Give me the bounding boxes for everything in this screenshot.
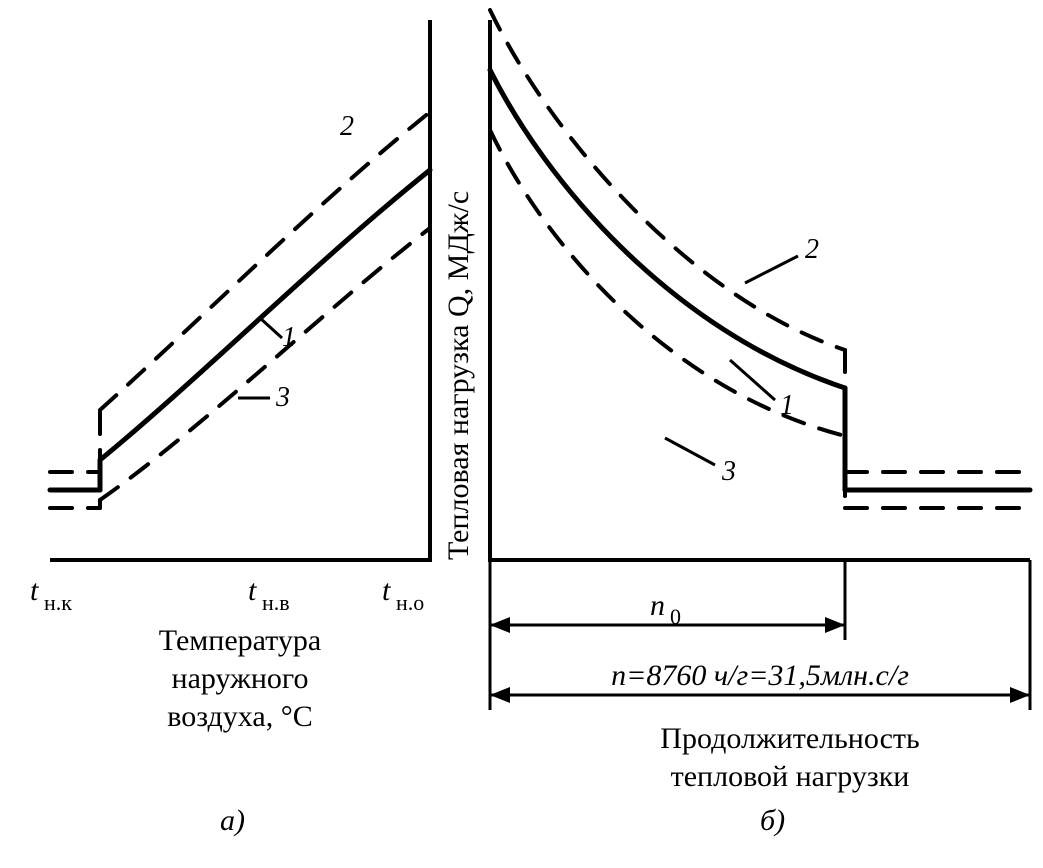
svg-text:n: n	[650, 589, 665, 622]
panel-a-xlabel-l3: воздуха, °C	[167, 700, 312, 733]
svg-text:t: t	[382, 574, 391, 607]
panel-a-label: а)	[220, 804, 245, 837]
year-dimension: n=8760 ч/г=31,5млн.с/г	[490, 560, 1030, 710]
n0-dimension: n 0	[490, 560, 845, 640]
curve-1-a	[50, 170, 430, 490]
curve-label-3-b: 3	[721, 456, 736, 487]
x-tick-tnv: t н.в	[248, 574, 290, 615]
year-dimension-label: n=8760 ч/г=31,5млн.с/г	[611, 659, 909, 692]
svg-text:0: 0	[670, 604, 681, 629]
curve-label-2-a: 2	[340, 111, 354, 142]
leader-1-b	[730, 360, 775, 400]
panel-a: 2 1 3 t н.к t н.в t н.о Температура нару…	[30, 20, 430, 837]
leader-1-a	[260, 318, 282, 338]
svg-text:н.в: н.в	[262, 590, 290, 615]
panel-a-xlabel-l1: Температура	[159, 624, 321, 657]
x-tick-tno: t н.о	[382, 574, 424, 615]
curve-label-2-b: 2	[805, 234, 819, 265]
curve-1-b	[490, 70, 1030, 490]
y-axis-label: Тепловая нагрузка Q, МДж/с	[442, 191, 475, 560]
panel-a-axes	[50, 20, 430, 560]
svg-text:н.к: н.к	[44, 590, 72, 615]
panel-b: 2 1 3 n 0 n=8760 ч/г=31,5млн.с/г Продолж…	[490, 10, 1030, 837]
curve-3-b	[490, 130, 1030, 508]
panel-b-axes	[490, 20, 1030, 560]
curve-3-a	[50, 228, 430, 508]
panel-b-xlabel-l2: тепловой нагрузки	[671, 760, 910, 793]
x-tick-tnk: t н.к	[30, 574, 72, 615]
panel-b-label: б)	[760, 804, 785, 837]
panel-b-xlabel-l1: Продолжительность	[660, 722, 919, 755]
curve-2-a	[50, 112, 430, 472]
leader-3-b	[665, 438, 715, 465]
panel-a-xlabel-l2: наружного	[172, 662, 309, 695]
svg-text:t: t	[248, 574, 257, 607]
curve-label-1-b: 1	[780, 390, 794, 421]
figure: 2 1 3 t н.к t н.в t н.о Температура нару…	[0, 0, 1043, 868]
curve-label-1-a: 1	[282, 322, 296, 353]
curve-label-3-a: 3	[275, 382, 290, 413]
svg-text:t: t	[30, 574, 39, 607]
leader-2-b	[745, 256, 798, 283]
svg-text:н.о: н.о	[396, 590, 424, 615]
